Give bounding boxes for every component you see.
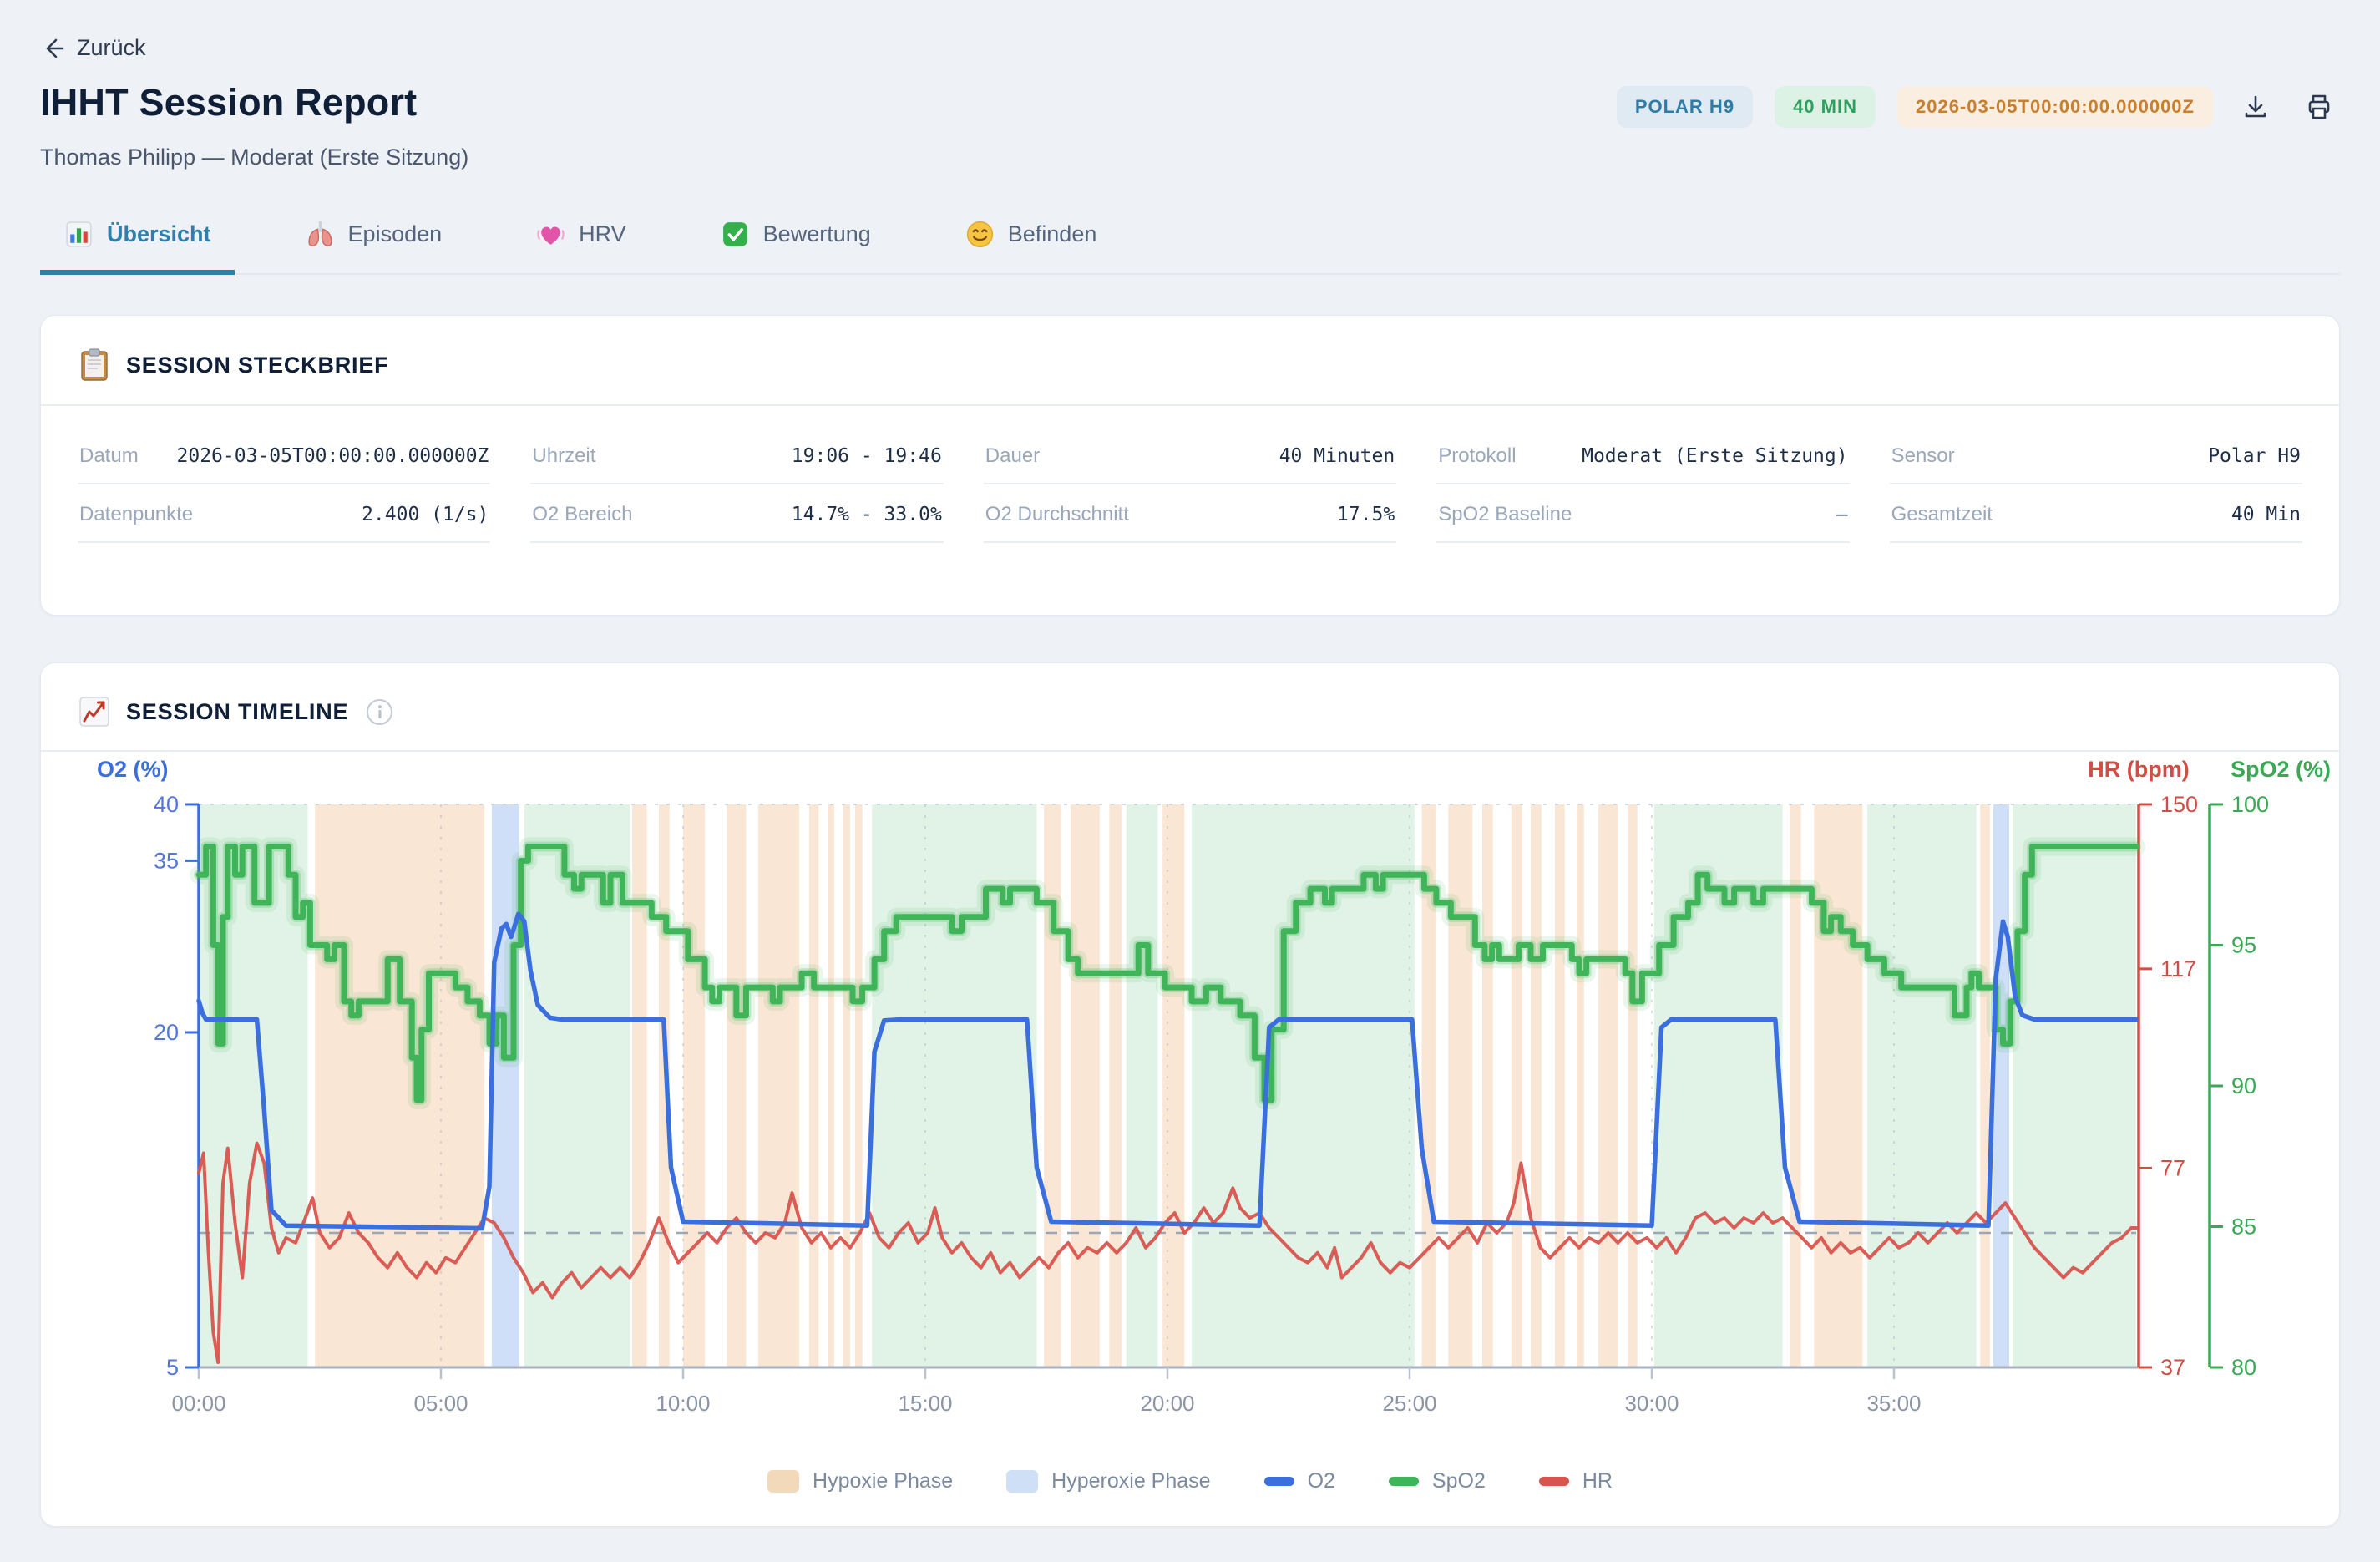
print-icon — [2308, 94, 2330, 119]
download-icon — [2245, 95, 2266, 118]
svg-text:100: 100 — [2231, 792, 2269, 817]
field-gesamtzeit: Gesamtzeit 40 Min — [1889, 493, 2302, 543]
back-button[interactable]: Zurück — [40, 35, 146, 61]
session-timeline-chart: 00:00 05:00 10:00 15:00 20:00 25:00 30:00 35:00… — [97, 760, 2331, 1416]
steckbrief-header: SESSION STECKBRIEF — [41, 316, 2339, 406]
sensor-badge: POLAR H9 — [1616, 86, 1754, 128]
duration-badge: 40 MIN — [1775, 86, 1876, 128]
svg-text:SpO2 (%): SpO2 (%) — [2231, 760, 2331, 782]
svg-text:15:00: 15:00 — [898, 1391, 952, 1416]
field-protokoll: Protokoll Moderat (Erste Sitzung) — [1436, 434, 1850, 484]
tab-uebersicht[interactable]: Übersicht — [40, 214, 235, 275]
svg-text:20:00: 20:00 — [1140, 1391, 1194, 1416]
page-title: IHHT Session Report — [40, 81, 418, 124]
field-uhrzeit: Uhrzeit 19:06 - 19:46 — [530, 434, 944, 484]
legend-hr: HR — [1538, 1469, 1613, 1494]
timeline-header: SESSION TIMELINE — [41, 663, 2339, 752]
page-subtitle: Thomas Philipp — Moderat (Erste Sitzung) — [40, 145, 469, 170]
hr-line-swatch — [1538, 1477, 1569, 1486]
check-icon — [722, 222, 747, 246]
svg-text:117: 117 — [2160, 956, 2196, 981]
svg-text:35: 35 — [154, 848, 179, 873]
legend-hyperoxie: Hyperoxie Phase — [1006, 1469, 1211, 1494]
steckbrief-fields: Datum 2026-03-05T00:00:00.000000Z Uhrzeit… — [41, 406, 2339, 543]
hypoxie-swatch — [767, 1470, 800, 1493]
svg-text:O2 (%): O2 (%) — [97, 760, 169, 782]
svg-text:25:00: 25:00 — [1382, 1391, 1436, 1416]
steckbrief-title: SESSION STECKBRIEF — [126, 352, 389, 378]
field-o2-bereich: O2 Bereich 14.7% - 33.0% — [530, 493, 944, 543]
lungs-icon — [307, 221, 332, 246]
o2-line-swatch — [1263, 1477, 1294, 1486]
svg-text:150: 150 — [2160, 792, 2198, 817]
download-button[interactable] — [2235, 86, 2276, 128]
session-timeline-card: SESSION TIMELINE 00:00 05:00 10:00 15:00 20:… — [40, 662, 2340, 1527]
tab-bar: Übersicht Episoden HRV Bewertung — [40, 214, 2340, 275]
svg-text:HR (bpm): HR (bpm) — [2088, 760, 2189, 782]
svg-text:35:00: 35:00 — [1866, 1391, 1921, 1416]
svg-text:80: 80 — [2231, 1355, 2256, 1380]
field-sensor: Sensor Polar H9 — [1889, 434, 2302, 484]
svg-text:30:00: 30:00 — [1624, 1391, 1679, 1416]
svg-text:90: 90 — [2231, 1073, 2256, 1098]
svg-text:85: 85 — [2231, 1215, 2256, 1240]
bar-chart-icon — [66, 221, 92, 247]
chart-legend: Hypoxie Phase Hyperoxie Phase O2 SpO2 HR — [41, 1469, 2339, 1494]
svg-text:20: 20 — [154, 1020, 179, 1045]
svg-text:40: 40 — [154, 792, 179, 817]
tab-episoden[interactable]: Episoden — [281, 214, 466, 275]
clipboard-icon — [81, 348, 108, 381]
field-datum: Datum 2026-03-05T00:00:00.000000Z — [78, 434, 491, 484]
svg-text:77: 77 — [2160, 1155, 2185, 1180]
back-arrow-icon — [46, 38, 64, 58]
date-badge: 2026-03-05T00:00:00.000000Z — [1896, 86, 2213, 128]
hyperoxie-swatch — [1006, 1470, 1039, 1493]
spo2-line-swatch — [1388, 1477, 1419, 1486]
field-dauer: Dauer 40 Minuten — [983, 434, 1397, 484]
svg-text:10:00: 10:00 — [656, 1391, 710, 1416]
tab-bewertung[interactable]: Bewertung — [696, 214, 894, 275]
chart-increasing-icon — [79, 697, 109, 727]
field-spo2-baseline: SpO2 Baseline — — [1436, 493, 1850, 543]
info-icon[interactable] — [367, 698, 393, 725]
tab-befinden[interactable]: Befinden — [941, 214, 1121, 275]
tab-hrv[interactable]: HRV — [512, 214, 650, 275]
svg-text:37: 37 — [2160, 1355, 2185, 1380]
svg-text:5: 5 — [166, 1355, 179, 1380]
field-o2-durchschnitt: O2 Durchschnitt 17.5% — [983, 493, 1397, 543]
svg-text:00:00: 00:00 — [171, 1391, 225, 1416]
timeline-title: SESSION TIMELINE — [126, 698, 349, 724]
back-label: Zurück — [77, 35, 146, 60]
print-button[interactable] — [2298, 86, 2340, 128]
header: IHHT Session Report Thomas Philipp — Mod… — [40, 81, 2340, 170]
svg-text:05:00: 05:00 — [413, 1391, 468, 1416]
session-steckbrief-card: SESSION STECKBRIEF Datum 2026-03-05T00:00… — [40, 315, 2340, 616]
field-datenpunkte: Datenpunkte 2.400 (1/s) — [78, 493, 491, 543]
legend-o2: O2 — [1263, 1469, 1335, 1494]
svg-text:95: 95 — [2231, 933, 2256, 958]
legend-hypoxie: Hypoxie Phase — [767, 1469, 953, 1494]
legend-spo2: SpO2 — [1388, 1469, 1486, 1494]
heart-icon — [537, 226, 565, 245]
smiley-icon — [966, 221, 993, 248]
